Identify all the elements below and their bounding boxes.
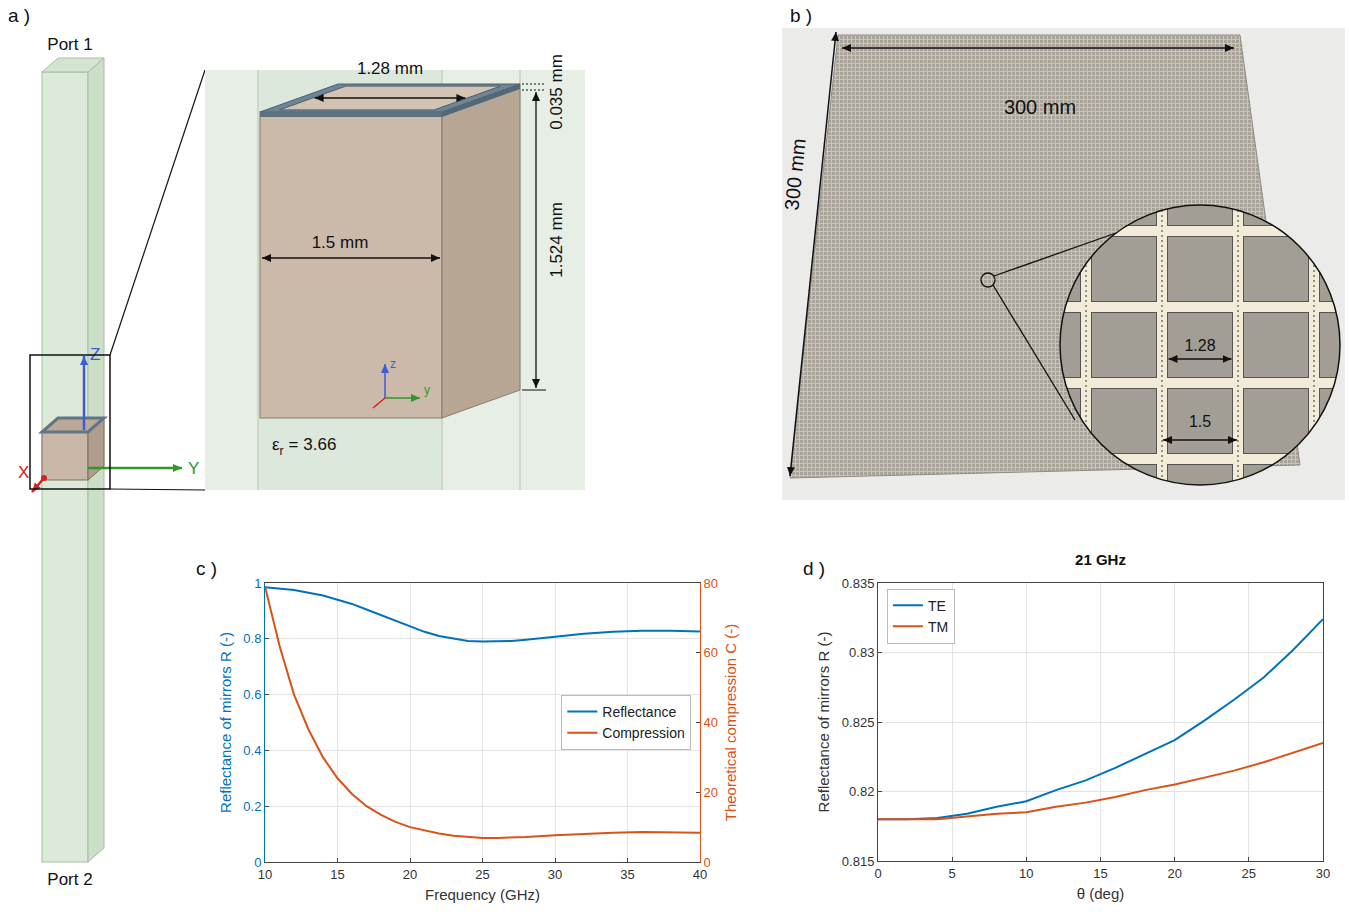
svg-text:b ): b ) [790,5,812,26]
svg-text:21 GHz: 21 GHz [1075,551,1126,568]
svg-text:1.5 mm: 1.5 mm [312,233,369,252]
svg-text:1: 1 [254,576,261,591]
svg-text:0.6: 0.6 [243,687,261,702]
svg-text:X: X [18,463,29,482]
svg-text:TM: TM [928,619,948,635]
svg-text:0.82: 0.82 [849,784,874,799]
svg-text:y: y [424,383,430,397]
svg-text:60: 60 [704,645,718,660]
svg-text:1.28: 1.28 [1184,337,1215,354]
svg-text:z: z [390,357,396,371]
svg-text:1.5: 1.5 [1189,413,1211,430]
svg-text:a ): a ) [8,5,30,26]
svg-text:15: 15 [330,867,344,882]
svg-text:80: 80 [704,576,718,591]
svg-text:10: 10 [1019,866,1033,881]
svg-text:Reflectance of mirrors R (-): Reflectance of mirrors R (-) [217,632,234,813]
svg-text:0.83: 0.83 [849,645,874,660]
svg-text:10: 10 [258,867,272,882]
svg-text:TE: TE [928,598,946,614]
svg-text:40: 40 [693,867,707,882]
svg-text:35: 35 [620,867,634,882]
svg-text:40: 40 [704,715,718,730]
svg-text:25: 25 [1242,866,1256,881]
svg-text:0: 0 [254,855,261,870]
svg-text:0.825: 0.825 [842,715,875,730]
svg-text:1.28 mm: 1.28 mm [357,59,423,78]
svg-text:0: 0 [704,855,711,870]
svg-text:20: 20 [704,785,718,800]
svg-text:1.524 mm: 1.524 mm [547,202,566,278]
svg-text:Y: Y [188,459,199,478]
svg-text:5: 5 [949,866,956,881]
svg-text:Z: Z [90,345,101,364]
svg-text:d ): d ) [803,558,825,579]
svg-text:0.835: 0.835 [842,576,875,591]
svg-text:Port 2: Port 2 [47,870,92,889]
svg-text:300 mm: 300 mm [780,137,809,211]
svg-text:θ (deg): θ (deg) [1077,885,1125,902]
svg-text:20: 20 [403,867,417,882]
svg-text:0.4: 0.4 [243,743,261,758]
svg-text:εr= 3.66: εr= 3.66 [272,435,336,458]
svg-text:Compression: Compression [602,725,684,741]
svg-text:Reflectance: Reflectance [602,704,676,720]
svg-text:0.815: 0.815 [842,854,875,869]
svg-text:Port 1: Port 1 [47,35,92,54]
svg-text:c ): c ) [196,558,217,579]
svg-text:30: 30 [548,867,562,882]
svg-text:Frequency (GHz): Frequency (GHz) [425,886,540,903]
svg-text:0.2: 0.2 [243,799,261,814]
svg-text:Theoretical compression C (-): Theoretical compression C (-) [722,624,739,822]
svg-text:300 mm: 300 mm [1004,96,1076,118]
svg-text:30: 30 [1316,866,1330,881]
svg-text:Reflectance of mirrors R (-): Reflectance of mirrors R (-) [815,632,832,813]
svg-text:20: 20 [1167,866,1181,881]
svg-text:0.8: 0.8 [243,631,261,646]
svg-text:25: 25 [475,867,489,882]
svg-text:15: 15 [1093,866,1107,881]
svg-text:0: 0 [874,866,881,881]
svg-text:0.035 mm: 0.035 mm [547,54,566,130]
